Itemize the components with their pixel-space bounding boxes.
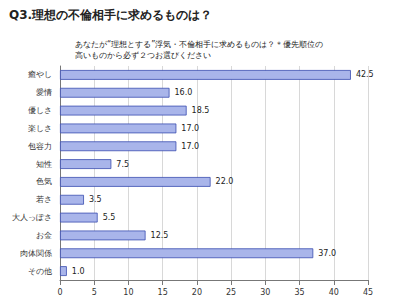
svg-text:5.5: 5.5 (103, 213, 116, 222)
svg-text:15: 15 (158, 288, 168, 297)
svg-text:30: 30 (260, 288, 270, 297)
svg-text:その他: その他 (28, 267, 52, 276)
svg-text:16.0: 16.0 (175, 88, 193, 97)
svg-text:お金: お金 (36, 231, 52, 240)
svg-text:楽しさ: 楽しさ (28, 124, 52, 133)
svg-text:20: 20 (192, 288, 202, 297)
svg-text:優しさ: 優しさ (28, 106, 52, 115)
svg-text:7.5: 7.5 (116, 160, 129, 169)
svg-text:37.0: 37.0 (318, 249, 336, 258)
svg-text:知性: 知性 (36, 160, 52, 169)
svg-text:3.5: 3.5 (89, 195, 102, 204)
svg-text:25: 25 (226, 288, 236, 297)
svg-text:1.0: 1.0 (72, 267, 85, 276)
svg-text:12.5: 12.5 (151, 231, 169, 240)
svg-text:高いものから必ず２つお選びください: 高いものから必ず２つお選びください (75, 51, 211, 60)
svg-text:Q3.理想の不倫相手に求めるものは？: Q3.理想の不倫相手に求めるものは？ (9, 8, 212, 22)
svg-text:22.0: 22.0 (216, 177, 234, 186)
svg-text:45: 45 (363, 288, 373, 297)
svg-text:10: 10 (123, 288, 133, 297)
svg-text:色気: 色気 (36, 177, 52, 186)
svg-text:5: 5 (92, 288, 97, 297)
svg-text:40: 40 (329, 288, 339, 297)
svg-text:包容力: 包容力 (28, 142, 52, 151)
svg-text:0: 0 (57, 288, 62, 297)
svg-text:42.5: 42.5 (356, 70, 374, 79)
svg-text:大人っぽさ: 大人っぽさ (12, 213, 52, 222)
svg-text:18.5: 18.5 (192, 106, 210, 115)
svg-text:17.0: 17.0 (181, 124, 199, 133)
svg-text:35: 35 (294, 288, 304, 297)
svg-text:癒やし: 癒やし (28, 70, 52, 79)
svg-text:若さ: 若さ (36, 195, 52, 204)
svg-text:愛情: 愛情 (36, 88, 52, 97)
svg-text:あなたが“理想とする”浮気・不倫相手に求めるものは？＊優先順: あなたが“理想とする”浮気・不倫相手に求めるものは？＊優先順位の (75, 40, 323, 49)
svg-text:17.0: 17.0 (181, 142, 199, 151)
svg-text:肉体関係: 肉体関係 (20, 249, 52, 258)
